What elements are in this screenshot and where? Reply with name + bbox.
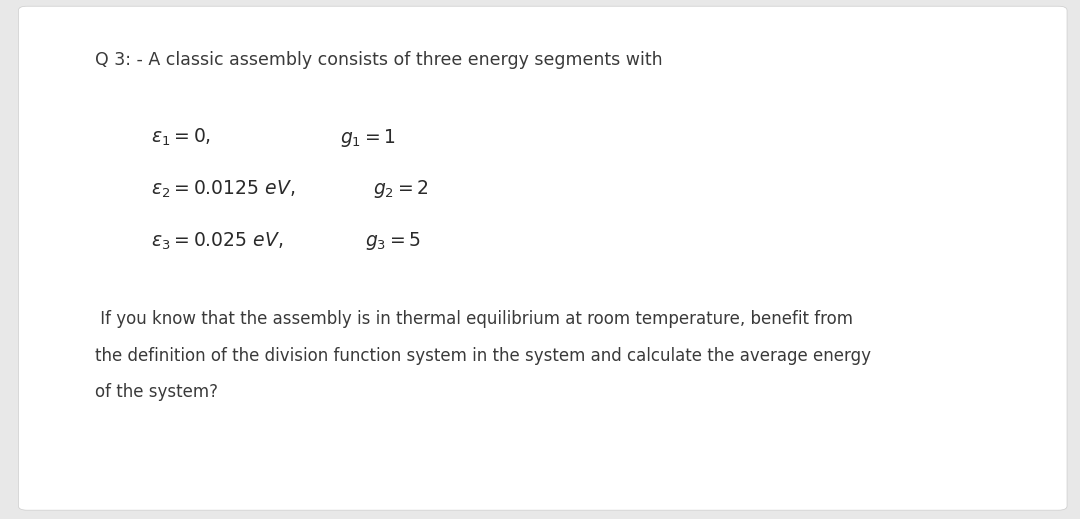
Text: of the system?: of the system?	[95, 383, 218, 401]
Text: $\epsilon_3 = 0.025\ eV,$: $\epsilon_3 = 0.025\ eV,$	[151, 230, 284, 252]
Text: $\epsilon_1 = 0,$: $\epsilon_1 = 0,$	[151, 127, 212, 148]
Text: the definition of the division function system in the system and calculate the a: the definition of the division function …	[95, 347, 872, 364]
Text: $\epsilon_2 = 0.0125\ eV,$: $\epsilon_2 = 0.0125\ eV,$	[151, 179, 296, 200]
Text: $g_2 = 2$: $g_2 = 2$	[373, 179, 429, 200]
FancyBboxPatch shape	[18, 6, 1067, 510]
Text: If you know that the assembly is in thermal equilibrium at room temperature, ben: If you know that the assembly is in ther…	[95, 310, 853, 328]
Text: $g_3 = 5$: $g_3 = 5$	[365, 230, 421, 252]
Text: Q 3: - A classic assembly consists of three energy segments with: Q 3: - A classic assembly consists of th…	[95, 51, 663, 69]
Text: $g_1 = 1$: $g_1 = 1$	[340, 127, 396, 148]
